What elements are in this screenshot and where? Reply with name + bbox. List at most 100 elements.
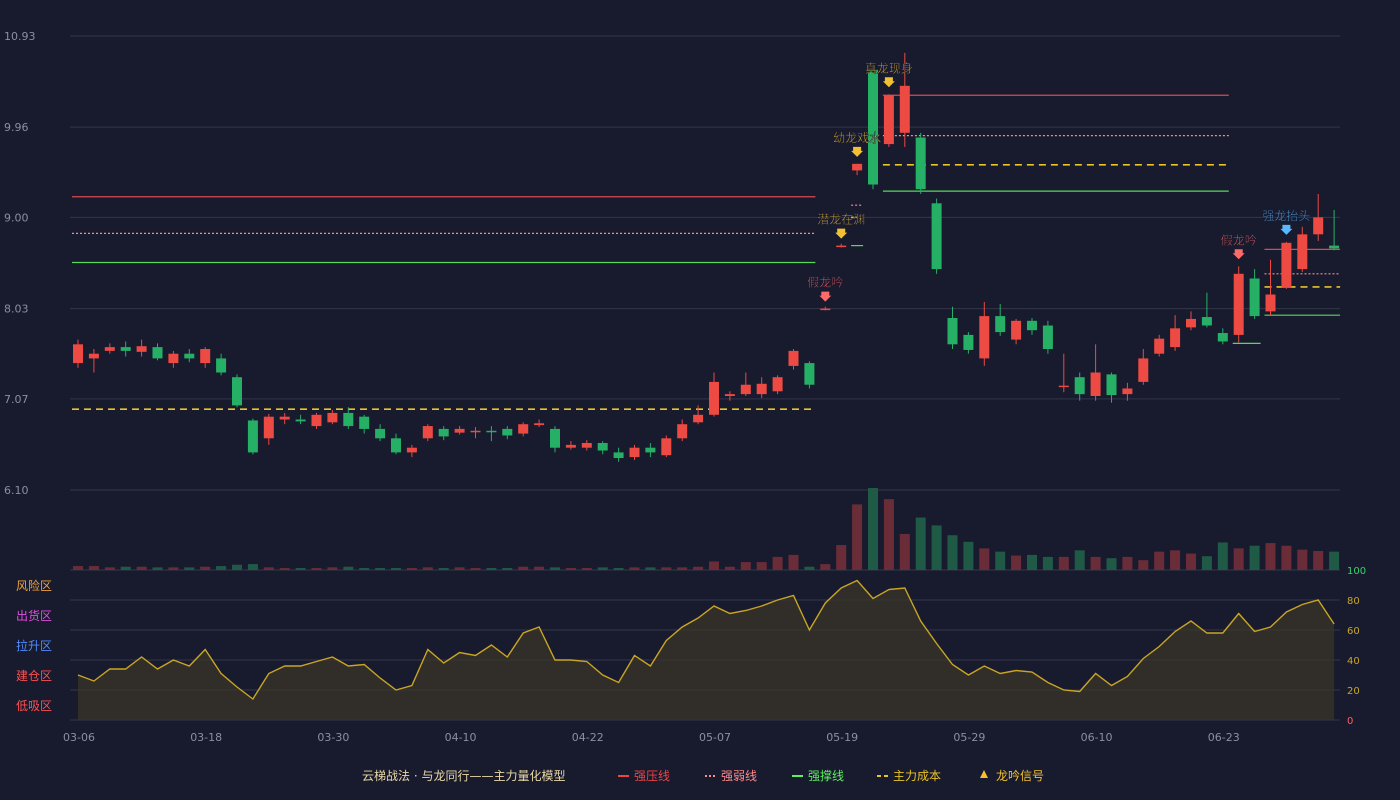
signal-label: 真龙现身: [865, 60, 913, 75]
volume-bar: [518, 566, 529, 570]
volume-bar: [502, 568, 513, 570]
candle-body: [724, 394, 735, 397]
candle-body: [470, 430, 481, 433]
candle-body: [883, 95, 894, 145]
candle-body: [979, 316, 990, 359]
candle-body: [836, 245, 847, 248]
volume-bar: [597, 567, 608, 570]
candle-body: [104, 347, 115, 351]
price-tick-label: 9.96: [4, 121, 29, 134]
volume-bar: [1249, 545, 1260, 570]
x-tick-label: 06-23: [1208, 731, 1240, 744]
volume-bar: [454, 567, 465, 570]
volume-bar: [406, 568, 417, 570]
volume-bar: [1027, 554, 1037, 570]
price-tick-label: 9.00: [4, 211, 29, 224]
candle-body: [279, 416, 290, 420]
candle-body: [1201, 317, 1212, 326]
volume-bar: [438, 568, 449, 570]
candle-body: [216, 358, 227, 373]
oscillator-zone-label: 出货区: [16, 608, 52, 623]
candle-body: [343, 412, 354, 427]
legend-title: 云梯战法 · 与龙同行——主力量化模型: [362, 769, 565, 783]
volume-bar: [740, 562, 751, 570]
candle-body: [931, 203, 942, 270]
volume-bar: [1201, 556, 1212, 570]
volume-bar: [104, 567, 115, 570]
candle-body: [740, 384, 751, 395]
price-tick-label: 6.10: [4, 484, 29, 497]
oscillator-tick-label: 60: [1347, 626, 1360, 637]
signal-arrow-icon: [1280, 224, 1293, 235]
volume-bar: [279, 568, 290, 570]
candle-body: [1154, 338, 1165, 354]
volume-bar: [1058, 556, 1069, 570]
volume-bar: [883, 499, 894, 570]
candle-body: [518, 424, 529, 434]
candle-body: [995, 316, 1006, 333]
oscillator-zone-label: 低吸区: [16, 699, 52, 713]
x-tick-label: 06-10: [1081, 731, 1113, 744]
volume-bar: [200, 566, 211, 570]
volume-bar: [550, 567, 560, 570]
oscillator-tick-label: 40: [1347, 656, 1360, 667]
volume-bar: [1233, 548, 1244, 570]
volume-bar: [645, 567, 656, 570]
oscillator-line: [77, 579, 1335, 701]
candle-body: [1233, 273, 1244, 335]
oscillator-tick-label: 80: [1347, 596, 1360, 607]
candle-body: [1265, 294, 1276, 312]
volume-bar: [581, 568, 592, 570]
volume-bar: [422, 567, 433, 570]
volume-bar: [836, 545, 847, 570]
candle-body: [422, 426, 433, 439]
volume-bar: [1106, 558, 1117, 570]
volume-bar: [963, 541, 974, 570]
candle-body: [200, 349, 211, 364]
volume-bar: [1186, 553, 1196, 570]
volume-bar: [899, 533, 910, 570]
candle-body: [311, 414, 322, 427]
volume-bar: [375, 568, 386, 570]
candle-body: [1138, 358, 1149, 382]
candle-body: [1297, 234, 1308, 270]
candle-body: [947, 317, 958, 345]
x-tick-label: 03-18: [190, 731, 222, 744]
volume-bar: [168, 567, 179, 570]
candle-body: [1313, 217, 1324, 235]
oscillator-zone-label: 风险区: [16, 578, 52, 593]
volume-bar: [1265, 543, 1276, 570]
volume-bar: [1297, 549, 1308, 570]
oscillator-zone-label: 拉升区: [16, 638, 52, 653]
signal-label: 潜龙在渊: [817, 213, 865, 227]
volume-bar: [295, 568, 306, 570]
volume-bar: [709, 561, 719, 570]
candle-body: [1027, 320, 1037, 331]
volume-bar: [184, 567, 195, 570]
volume-bar: [327, 567, 338, 570]
volume-bar: [995, 551, 1006, 570]
volume-bar: [613, 568, 624, 570]
candle-body: [295, 419, 306, 422]
volume-bar: [152, 567, 163, 570]
candle-body: [629, 447, 640, 458]
candle-body: [120, 347, 131, 351]
volume-bar: [629, 567, 640, 570]
signal-triangle-icon: [980, 770, 988, 778]
candle-body: [375, 428, 386, 439]
candle-body: [1122, 388, 1133, 395]
candle-body: [1106, 374, 1117, 396]
signal-arrow-icon: [882, 77, 895, 88]
candle-body: [1186, 318, 1196, 328]
volume-bar: [788, 554, 799, 570]
volume-bar: [1138, 560, 1149, 570]
volume-bar: [136, 566, 147, 570]
x-tick-label: 03-06: [63, 731, 95, 744]
oscillator-zone-label: 建仓区: [16, 669, 52, 683]
candle-body: [661, 438, 672, 456]
x-tick-label: 05-07: [699, 731, 731, 744]
volume-bar: [1281, 545, 1292, 570]
candle-body: [677, 424, 688, 439]
candle-body: [915, 137, 926, 190]
